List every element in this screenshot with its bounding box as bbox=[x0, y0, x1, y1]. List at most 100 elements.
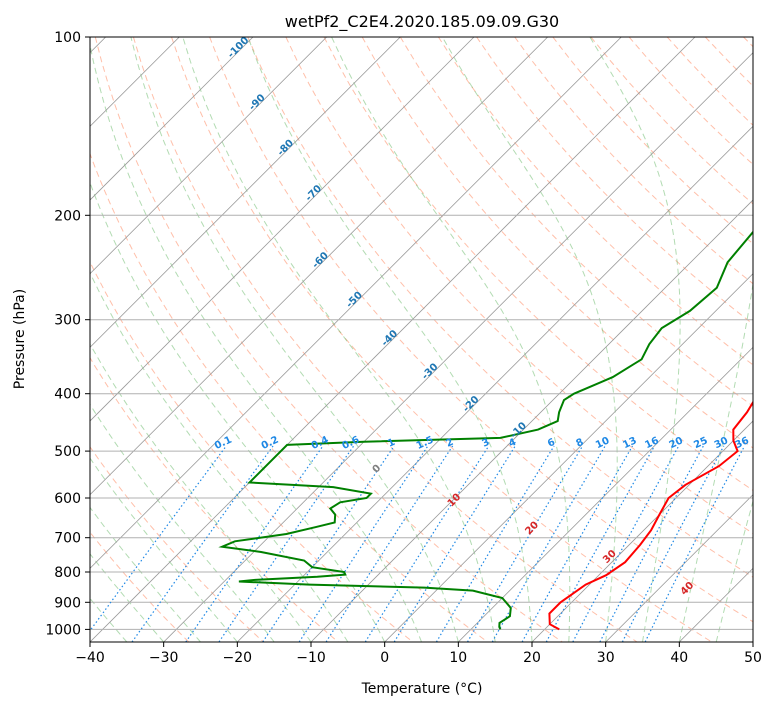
mixing-ratio-label: 4 bbox=[507, 437, 518, 450]
isotherm-line bbox=[90, 37, 401, 348]
x-tick-label: 30 bbox=[597, 650, 615, 666]
mixing-ratio-line bbox=[621, 445, 725, 642]
mixing-ratio-label: 2 bbox=[444, 437, 455, 450]
isotherm-line bbox=[531, 420, 753, 642]
x-tick-label: 0 bbox=[380, 650, 389, 666]
moist-adiabat-line bbox=[90, 271, 349, 642]
moist-adiabat-line bbox=[130, 37, 459, 642]
y-tick-labels: 100 200 300 400 500 600 700 800 900 1000 bbox=[45, 30, 90, 638]
y-tick-label: 100 bbox=[54, 30, 81, 46]
moist-adiabat-line bbox=[90, 457, 238, 642]
plot-area: -100-90-80-70-60-50-40-30-20-100.1 0.2 0.4… bbox=[89, 35, 754, 643]
moist-adiabat-label: 40 bbox=[679, 580, 697, 598]
mixing-ratio-label: 0.1 bbox=[213, 434, 234, 451]
dry-adiabat-line bbox=[476, 37, 753, 325]
moist-adiabat-line bbox=[678, 280, 753, 642]
dry-adiabat-line bbox=[437, 37, 753, 366]
isotherm-line bbox=[163, 52, 753, 642]
y-tick-label: 800 bbox=[54, 565, 81, 581]
moist-adiabat-line bbox=[90, 597, 128, 642]
mixing-ratio-line bbox=[90, 445, 227, 632]
isotherm-line bbox=[90, 37, 475, 422]
isotherm-label: -40 bbox=[380, 328, 401, 349]
isotherm-line bbox=[752, 641, 753, 642]
dry-adiabat-line bbox=[285, 37, 753, 535]
x-tick-label: −20 bbox=[223, 650, 253, 666]
moist-adiabat-line bbox=[182, 37, 496, 642]
mixing-ratio-line bbox=[325, 445, 454, 642]
isotherm-line bbox=[237, 125, 753, 642]
isotherm-label: -50 bbox=[344, 290, 365, 311]
mixing-ratio-label: 13 bbox=[621, 435, 638, 451]
isotherm-line bbox=[679, 567, 753, 642]
moist-adiabat-line bbox=[331, 37, 571, 642]
moist-adiabat-line bbox=[90, 553, 165, 642]
dry-adiabat-line bbox=[171, 37, 712, 642]
mixing-ratio-line bbox=[393, 445, 516, 642]
isotherm-label: -90 bbox=[247, 92, 268, 113]
moist-adiabat-line bbox=[715, 499, 753, 642]
moist-adiabat-label: 30 bbox=[601, 548, 619, 566]
isotherm-line bbox=[90, 37, 327, 275]
mixing-ratio-label: 6 bbox=[546, 437, 557, 450]
mixing-ratio-label: 3 bbox=[481, 437, 492, 450]
isotherm-label: -20 bbox=[461, 394, 482, 415]
dry-adiabat-line bbox=[552, 37, 753, 245]
mixing-ratio-line bbox=[599, 445, 704, 642]
mixing-ratio-label: 8 bbox=[574, 437, 585, 450]
chart-title: wetPf2_C2E4.2020.185.09.09.G30 bbox=[285, 12, 559, 32]
isotherm-line bbox=[90, 37, 696, 642]
moist-adiabat-line bbox=[589, 37, 681, 642]
x-tick-label: −30 bbox=[149, 650, 179, 666]
mixing-ratio-label: 30 bbox=[713, 435, 730, 451]
dry-adiabat-line bbox=[590, 37, 753, 205]
x-tick-label: 40 bbox=[670, 650, 688, 666]
y-tick-label: 600 bbox=[54, 491, 81, 507]
mixing-ratio-line bbox=[131, 445, 274, 642]
dry-adiabat-line bbox=[90, 446, 264, 642]
isotherm-line bbox=[605, 494, 753, 642]
dry-adiabat-line bbox=[90, 356, 339, 642]
isotherm-line bbox=[90, 37, 254, 201]
moist-adiabat-line bbox=[90, 506, 201, 642]
isotherm-label: -80 bbox=[276, 138, 297, 159]
mixing-ratio-line bbox=[572, 445, 680, 642]
y-tick-label: 200 bbox=[54, 208, 81, 224]
mixing-ratio-label: 0.4 bbox=[310, 434, 331, 451]
y-tick-label: 900 bbox=[54, 595, 81, 611]
mixing-ratio-line bbox=[262, 445, 395, 642]
isotherm-label: -60 bbox=[310, 250, 331, 271]
isotherm-line bbox=[310, 199, 753, 642]
mixing-ratio-line bbox=[466, 445, 584, 642]
moist-adiabat-label: 10 bbox=[446, 492, 464, 510]
moist-adiabat-line bbox=[247, 37, 533, 642]
mixing-ratio-label: 1.5 bbox=[415, 434, 436, 451]
y-tick-label: 500 bbox=[54, 444, 81, 460]
y-axis-label: Pressure (hPa) bbox=[12, 289, 28, 389]
mixing-ratio-line bbox=[521, 445, 634, 642]
dry-adiabat-line bbox=[90, 152, 488, 642]
x-tick-label: −10 bbox=[296, 650, 326, 666]
isotherm-line bbox=[90, 37, 622, 569]
moist-adiabat-line bbox=[90, 403, 275, 642]
mixing-ratio-line bbox=[218, 445, 355, 642]
mixing-ratio-label: 16 bbox=[643, 435, 660, 451]
dry-adiabat-line bbox=[90, 531, 190, 642]
y-tick-label: 1000 bbox=[45, 622, 81, 638]
dry-adiabat-line bbox=[514, 37, 753, 285]
mixing-ratio-label: 1 bbox=[386, 437, 397, 450]
plot-clip-group bbox=[90, 37, 753, 642]
mixing-ratio-label: 10 bbox=[594, 435, 611, 451]
isotherm-line bbox=[90, 37, 548, 496]
y-tick-label: 700 bbox=[54, 531, 81, 547]
moist-adiabat-line bbox=[90, 181, 386, 642]
dry-adiabat-line bbox=[323, 37, 753, 491]
plot-frame bbox=[89, 36, 754, 643]
dry-adiabat-line bbox=[743, 37, 753, 48]
dry-adiabat-line bbox=[132, 37, 638, 642]
mixing-ratio-label: 36 bbox=[734, 435, 751, 451]
mixing-ratio-line bbox=[364, 445, 490, 642]
y-tick-label: 300 bbox=[54, 313, 81, 329]
dry-adiabat-line bbox=[209, 37, 753, 623]
